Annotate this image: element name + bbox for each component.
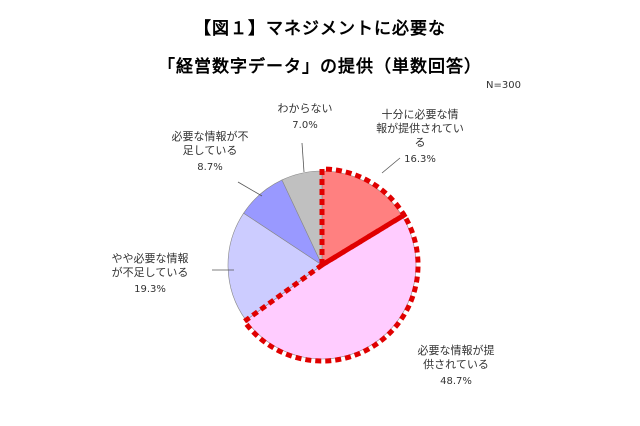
slice-value-provided: 48.7%	[440, 376, 472, 387]
slice-label-sufficient: 報が提供されてい	[376, 121, 464, 135]
highlight-outline-sufficient	[319, 166, 408, 270]
slice-value-sufficient: 16.3%	[404, 154, 436, 165]
highlight-outline-provided	[240, 211, 421, 364]
leader-line-unknown	[301, 142, 305, 173]
chart-title-line2: 「経営数字データ」の提供（単数回答）	[158, 57, 482, 77]
slice-label-sufficient: 十分に必要な情	[382, 107, 459, 121]
slice-label-provided: 供されている	[423, 357, 489, 371]
leader-line-lacking	[237, 181, 263, 197]
slice-label-sufficient: る	[415, 136, 426, 149]
chart-title-line1: 【図１】マネジメントに必要な	[194, 19, 446, 39]
leader-line-sufficient	[381, 157, 401, 174]
slice-label-unknown: わからない	[278, 102, 333, 115]
sample-size-label: N=300	[486, 80, 521, 91]
slice-label-somewhat-lacking: やや必要な情報	[112, 252, 189, 265]
slice-value-lacking: 8.7%	[197, 162, 222, 173]
slice-label-somewhat-lacking: が不足している	[112, 265, 189, 279]
slice-value-somewhat-lacking: 19.3%	[134, 284, 166, 295]
slice-label-lacking: 足している	[183, 144, 238, 157]
slice-label-provided: 必要な情報が提	[418, 343, 495, 357]
slice-value-unknown: 7.0%	[292, 120, 317, 131]
slice-label-lacking: 必要な情報が不	[172, 129, 249, 143]
pie-slice-somewhat-lacking	[227, 212, 323, 321]
